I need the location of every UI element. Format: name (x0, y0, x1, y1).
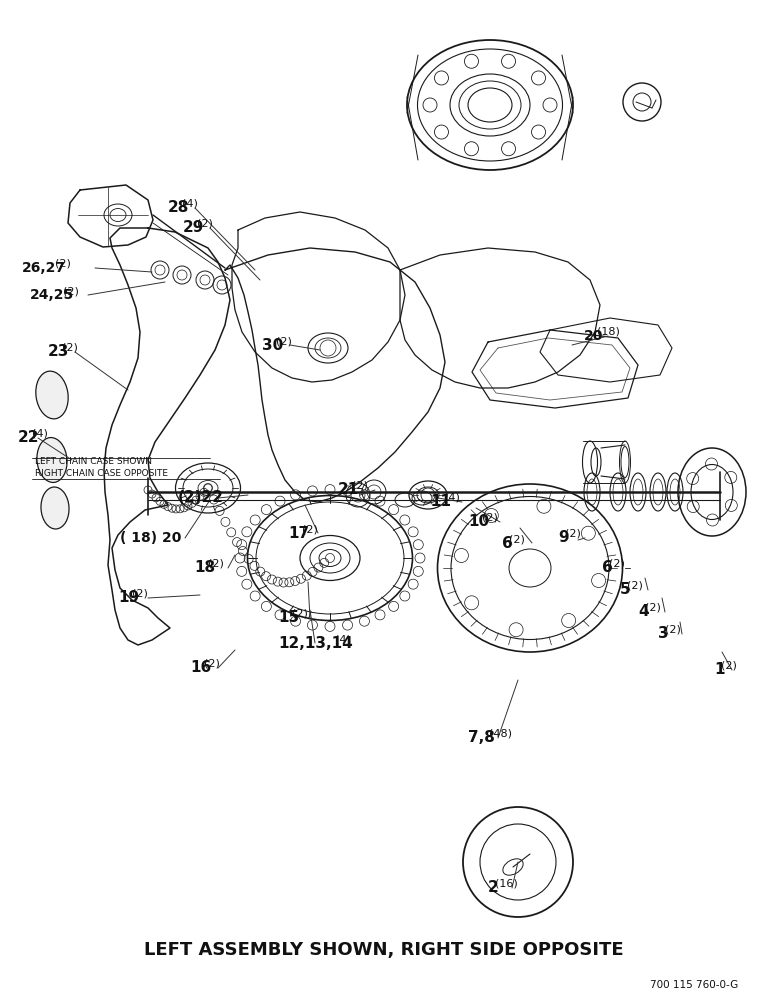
Text: 6: 6 (502, 536, 513, 550)
Text: 6: 6 (602, 560, 613, 576)
Text: (2)22: (2)22 (178, 490, 224, 506)
Text: LEFT CHAIN CASE SHOWN: LEFT CHAIN CASE SHOWN (35, 458, 152, 466)
Text: 10: 10 (468, 514, 489, 530)
Text: (4): (4) (182, 199, 198, 209)
Text: (2): (2) (132, 589, 148, 599)
Text: (4): (4) (32, 429, 48, 439)
Text: 18: 18 (194, 560, 215, 576)
Text: 22: 22 (18, 430, 39, 446)
Text: 30: 30 (262, 338, 283, 353)
Text: (2): (2) (645, 603, 661, 613)
Text: 1: 1 (714, 662, 724, 678)
Text: 16: 16 (190, 660, 211, 676)
Text: 2: 2 (488, 880, 498, 896)
Text: (2): (2) (665, 625, 681, 635)
Text: 28: 28 (168, 200, 190, 216)
Text: 26,27: 26,27 (22, 261, 66, 275)
Text: (2): (2) (303, 524, 318, 534)
Text: 700 115 760-0-G: 700 115 760-0-G (650, 980, 738, 990)
Text: 12,13,14: 12,13,14 (278, 636, 353, 650)
Text: (2): (2) (276, 336, 292, 346)
Text: (2): (2) (208, 559, 224, 569)
Text: (2): (2) (509, 534, 525, 544)
Text: 11: 11 (430, 494, 451, 510)
Text: 29: 29 (183, 221, 204, 235)
Text: (16): (16) (495, 879, 518, 889)
Text: (2): (2) (62, 343, 78, 353)
Text: 4: 4 (638, 604, 649, 619)
Text: (4): (4) (445, 493, 460, 503)
Text: (2): (2) (721, 661, 737, 671)
Text: (2): (2) (609, 559, 625, 569)
Text: (2): (2) (565, 529, 581, 539)
Text: 15: 15 (278, 610, 299, 626)
Text: 21: 21 (338, 483, 359, 497)
Text: 5: 5 (620, 582, 631, 597)
Text: 19: 19 (118, 590, 139, 605)
Text: LEFT ASSEMBLY SHOWN, RIGHT SIDE OPPOSITE: LEFT ASSEMBLY SHOWN, RIGHT SIDE OPPOSITE (144, 941, 624, 959)
Text: (2): (2) (627, 581, 643, 591)
Text: 20: 20 (584, 329, 604, 343)
Text: (2): (2) (62, 286, 78, 296)
Ellipse shape (41, 487, 69, 529)
Text: (18): (18) (597, 327, 620, 337)
Ellipse shape (37, 438, 67, 482)
Text: (2): (2) (197, 219, 214, 229)
Text: (2): (2) (293, 609, 308, 619)
Text: 7,8: 7,8 (468, 730, 495, 746)
Text: (2): (2) (55, 259, 71, 269)
Text: (4): (4) (335, 634, 351, 644)
Text: RIGHT CHAIN CASE OPPOSITE: RIGHT CHAIN CASE OPPOSITE (35, 470, 168, 479)
Text: 23: 23 (48, 344, 69, 360)
Text: (48): (48) (489, 729, 512, 739)
Text: 3: 3 (658, 626, 669, 642)
Text: (2): (2) (353, 481, 368, 491)
Text: (2): (2) (482, 513, 498, 523)
Text: 9: 9 (558, 530, 568, 546)
Ellipse shape (36, 371, 68, 419)
Text: ( 18) 20: ( 18) 20 (120, 531, 181, 545)
Text: 24,25: 24,25 (30, 288, 74, 302)
Text: 17: 17 (288, 526, 310, 540)
Text: (2): (2) (204, 659, 220, 669)
